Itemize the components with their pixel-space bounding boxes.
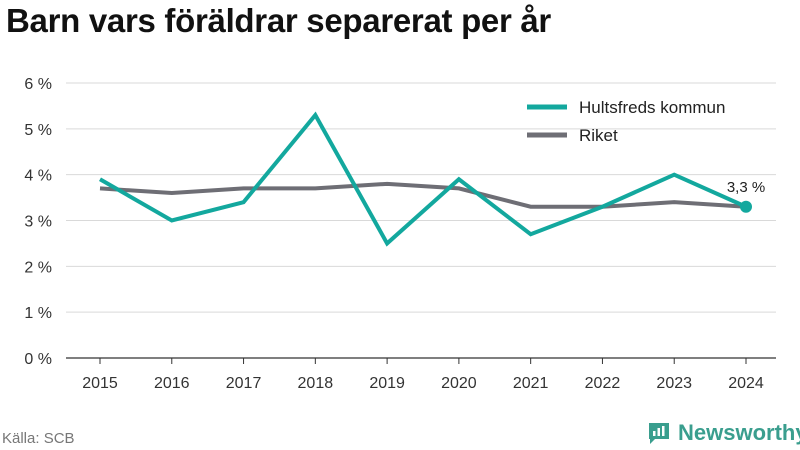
y-axis: 0 % 1 % 2 % 3 % 4 % 5 % 6 %	[24, 76, 52, 368]
y-tick-label: 2 %	[24, 259, 52, 276]
x-tick-label: 2022	[585, 375, 621, 392]
legend: Hultsfreds kommun Riket	[527, 98, 725, 145]
x-tick-label: 2016	[154, 375, 190, 392]
y-tick-label: 3 %	[24, 214, 52, 231]
newsworthy-logo-icon	[649, 423, 669, 444]
x-tick-label: 2015	[82, 375, 118, 392]
y-tick-label: 5 %	[24, 122, 52, 139]
y-tick-label: 1 %	[24, 305, 52, 322]
legend-label: Riket	[579, 126, 618, 145]
brand-logo: Newsworthy	[646, 420, 800, 446]
brand-name: Newsworthy	[678, 420, 800, 445]
series-line-riket	[99, 181, 747, 209]
annotations: 3,3 %	[727, 179, 765, 213]
data-label: 3,3 %	[727, 179, 765, 196]
y-tick-label: 6 %	[24, 76, 52, 93]
source-note: Källa: SCB	[2, 430, 75, 447]
x-axis: 2015 2016 2017 2018 2019 2020 2021 2022 2023 2024	[82, 358, 764, 392]
y-tick-label: 4 %	[24, 168, 52, 185]
legend-label: Hultsfreds kommun	[579, 98, 725, 117]
series-layer	[99, 111, 747, 247]
series-line-hultsfreds-kommun	[99, 111, 747, 247]
end-point-marker	[740, 200, 752, 213]
x-tick-label: 2021	[513, 375, 549, 392]
y-tick-label: 0 %	[24, 351, 52, 368]
grid	[66, 82, 776, 359]
x-tick-label: 2023	[656, 375, 692, 392]
x-tick-label: 2019	[369, 375, 405, 392]
x-tick-label: 2018	[298, 375, 334, 392]
x-tick-label: 2024	[728, 375, 764, 392]
x-tick-label: 2020	[441, 375, 477, 392]
chart-title: Barn vars föräldrar separerat per år	[6, 2, 551, 39]
x-tick-label: 2017	[226, 375, 262, 392]
